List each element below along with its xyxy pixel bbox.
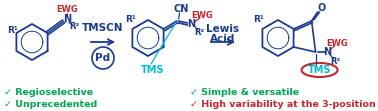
Text: ✓ Regioselective: ✓ Regioselective xyxy=(4,88,93,97)
Text: R²: R² xyxy=(330,56,341,65)
Text: TMS: TMS xyxy=(141,65,165,75)
Text: R¹: R¹ xyxy=(125,16,135,25)
Text: Lewis: Lewis xyxy=(206,24,240,34)
Text: EWG: EWG xyxy=(327,39,349,48)
Text: R²: R² xyxy=(70,22,80,31)
Text: EWG: EWG xyxy=(192,12,214,21)
Text: R²: R² xyxy=(194,28,205,37)
Text: CN: CN xyxy=(174,4,189,14)
Text: N: N xyxy=(187,19,196,29)
Text: R¹: R¹ xyxy=(253,16,263,25)
Text: TMS: TMS xyxy=(308,65,332,75)
Text: N: N xyxy=(324,47,332,57)
Text: Pd: Pd xyxy=(95,53,110,63)
Text: Acid: Acid xyxy=(210,34,236,44)
Text: TMSCN: TMSCN xyxy=(82,23,124,33)
Text: ✓ Simple & versatile: ✓ Simple & versatile xyxy=(190,88,299,97)
Text: O: O xyxy=(318,3,326,13)
Text: ✓ High variability at the 3-position: ✓ High variability at the 3-position xyxy=(190,100,376,109)
Text: R¹: R¹ xyxy=(7,26,17,35)
Text: ✓ Unprecedented: ✓ Unprecedented xyxy=(4,100,97,109)
Text: EWG: EWG xyxy=(56,5,77,14)
Text: N: N xyxy=(63,14,71,24)
